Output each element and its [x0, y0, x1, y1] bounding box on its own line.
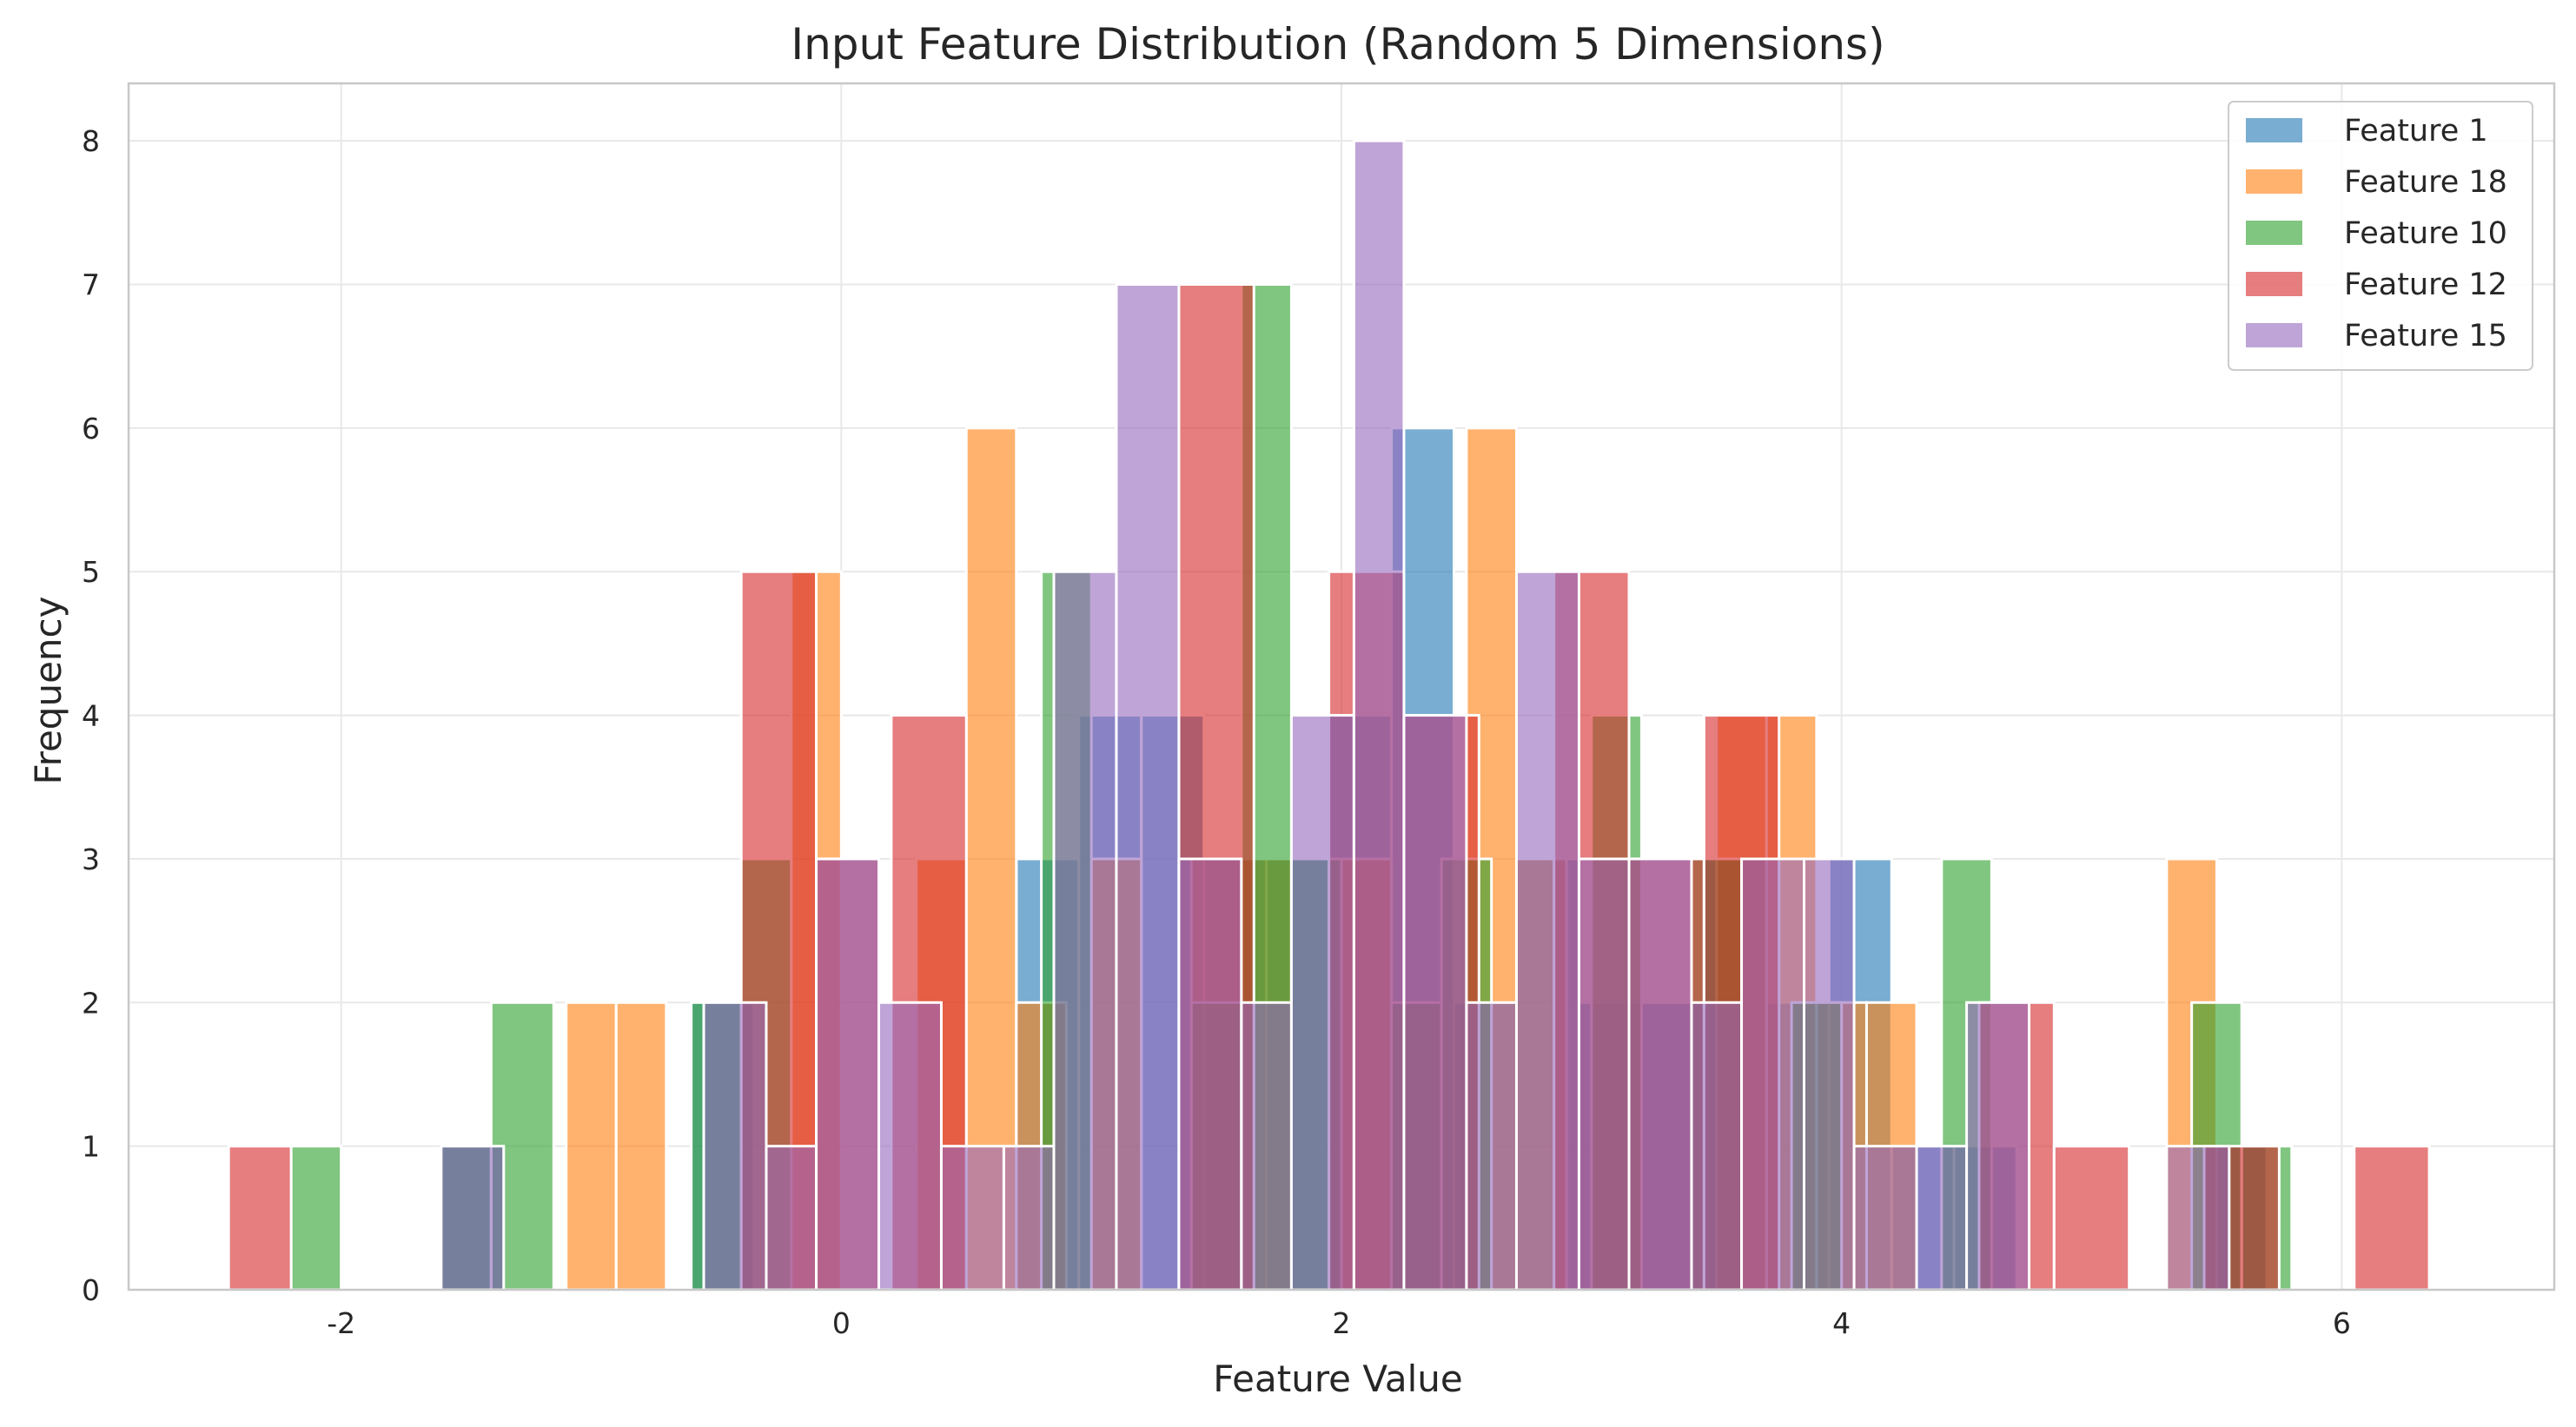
histogram-bar: [1352, 139, 1406, 1292]
histogram-bar: [1402, 714, 1468, 1292]
legend-label: Feature 1: [2344, 114, 2488, 149]
histogram-bar: [1002, 1145, 1056, 1292]
histogram-bar: [440, 1145, 506, 1292]
x-tick-label: -2: [327, 1306, 355, 1340]
legend-swatch: [2246, 221, 2302, 245]
histogram-bar: [1465, 1001, 1518, 1292]
legend-swatch: [2246, 272, 2302, 296]
legend-label: Feature 10: [2344, 216, 2507, 251]
legend-label: Feature 15: [2344, 319, 2507, 353]
x-tick-label: 0: [832, 1306, 851, 1340]
histogram-bar: [1965, 1001, 2031, 1292]
histogram-bar: [1802, 857, 1856, 1292]
legend-label: Feature 18: [2344, 165, 2507, 200]
histogram-bar: [1577, 857, 1631, 1292]
histogram-bar: [1740, 857, 1805, 1292]
histogram-bar: [289, 1145, 343, 1292]
histogram-bar: [2052, 1145, 2131, 1292]
histogram-bar: [2353, 1145, 2431, 1292]
histogram-bar: [815, 857, 881, 1292]
histogram-bar: [1115, 283, 1181, 1292]
histogram-bar: [1289, 714, 1355, 1292]
legend: Feature 1 Feature 18 Feature 10 Feature 12 F…: [2228, 101, 2533, 371]
plot-frame: [127, 82, 2556, 1292]
legend-swatch: [2246, 323, 2302, 347]
histogram-bar: [1915, 1145, 1969, 1292]
histogram-bar: [1690, 1001, 1744, 1292]
y-tick-label: 4: [82, 699, 100, 733]
histogram-bar: [765, 1145, 818, 1292]
histogram-bar: [227, 1145, 293, 1292]
histogram-bar: [614, 1001, 668, 1292]
series-feature-15: [440, 139, 2231, 1292]
legend-swatch: [2246, 118, 2302, 142]
histogram-bar: [2165, 1145, 2231, 1292]
y-tick-label: 1: [82, 1130, 100, 1164]
legend-items: Feature 1 Feature 18 Feature 10 Feature 12 F…: [2246, 114, 2507, 353]
y-tick-label: 6: [82, 412, 100, 446]
y-tick-label: 3: [82, 842, 100, 876]
chart-title: Input Feature Distribution (Random 5 Dim…: [791, 19, 1884, 69]
y-tick-label: 5: [82, 555, 100, 589]
x-tick-label: 4: [1832, 1306, 1851, 1340]
x-tick-label: 2: [1333, 1306, 1351, 1340]
x-tick-label: 6: [2333, 1306, 2351, 1340]
histogram-bar: [939, 1145, 1005, 1292]
tick-labels: -2 0 2 4 6 0 1 2 3 4 5 6 7 8: [82, 124, 2351, 1340]
legend-swatch: [2246, 169, 2302, 194]
y-tick-label: 8: [82, 124, 100, 158]
histogram-bars: [227, 139, 2431, 1292]
histogram-bar: [1514, 570, 1580, 1292]
histogram-bar: [1852, 1145, 1918, 1292]
histogram-bar: [565, 1001, 618, 1292]
histogram-bar: [1627, 857, 1693, 1292]
legend-label: Feature 12: [2344, 268, 2507, 302]
y-tick-label: 7: [82, 268, 100, 302]
histogram-bar: [702, 1001, 768, 1292]
histogram-bar: [1177, 857, 1243, 1292]
x-axis-label: Feature Value: [1213, 1358, 1462, 1400]
histogram-bar: [877, 1001, 943, 1292]
y-tick-label: 0: [82, 1273, 100, 1307]
y-tick-label: 2: [82, 986, 100, 1020]
y-axis-label: Frequency: [27, 597, 70, 785]
histogram-bar: [1240, 1001, 1293, 1292]
legend-box: [2228, 101, 2533, 371]
histogram-bar: [1052, 570, 1118, 1292]
